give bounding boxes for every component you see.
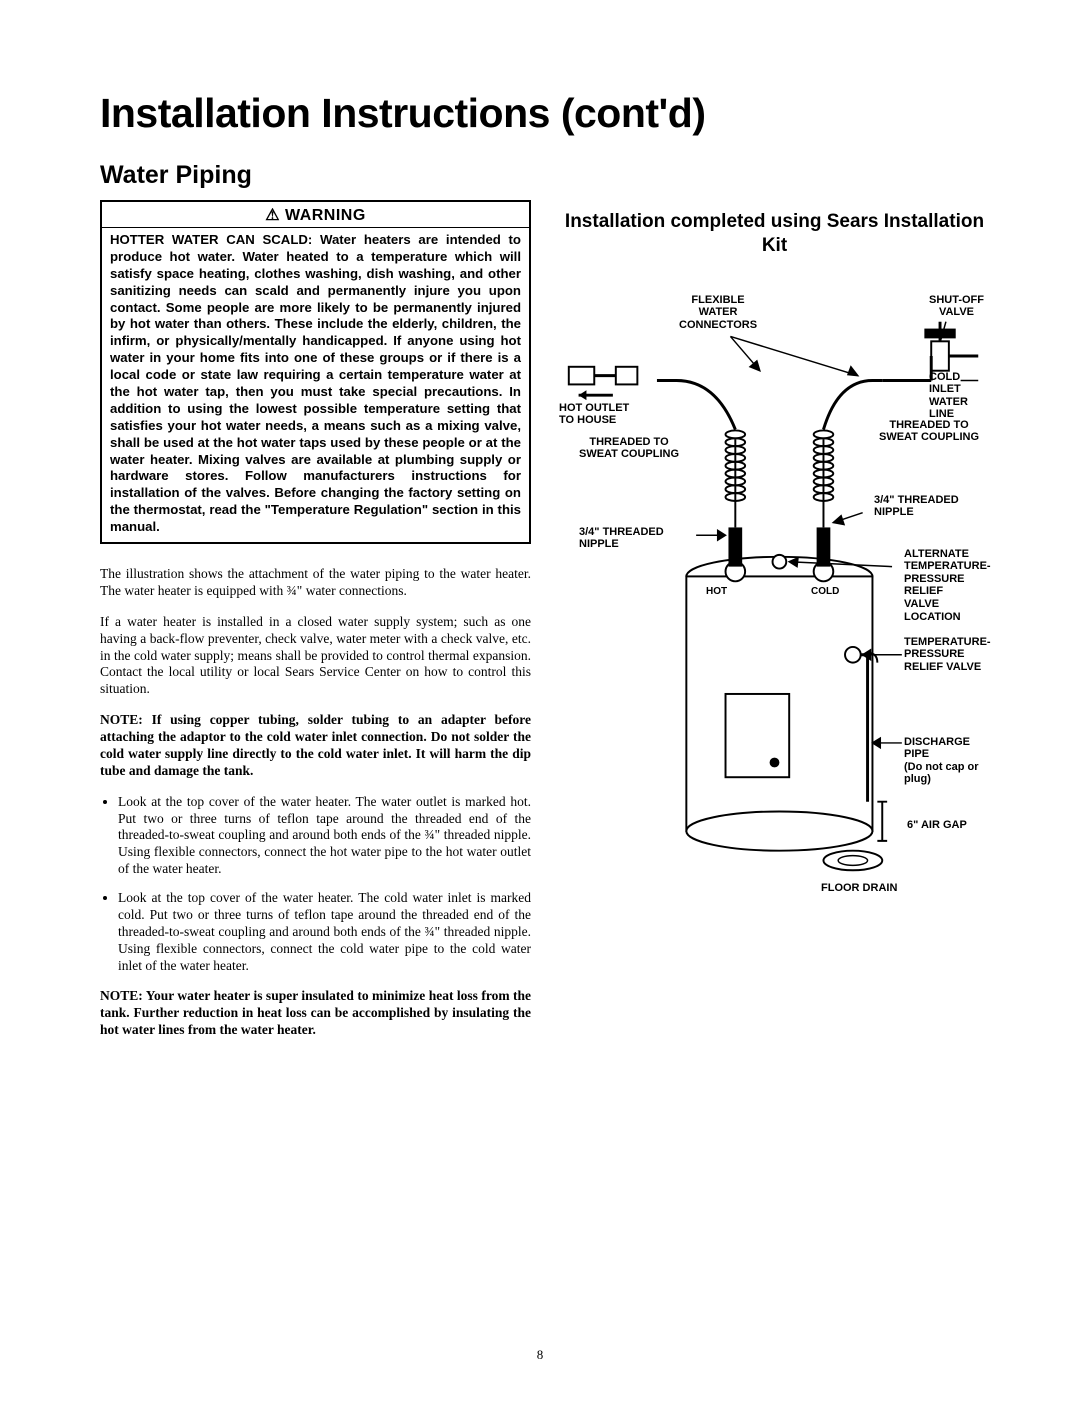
- label-threaded-sweat-right: THREADED TOSWEAT COUPLING: [879, 419, 979, 444]
- label-flexible-connectors: FLEXIBLEWATERCONNECTORS: [679, 294, 757, 332]
- label-hot-outlet: HOT OUTLETTO HOUSE: [559, 402, 629, 427]
- page-number: 8: [0, 1347, 1080, 1363]
- left-column: ⚠ WARNING HOTTER WATER CAN SCALD: Water …: [100, 200, 531, 1053]
- label-shutoff-valve: SHUT-OFFVALVE: [929, 294, 984, 319]
- right-column-title: Installation completed using Sears Insta…: [559, 210, 990, 258]
- note-2-lead: NOTE:: [100, 988, 146, 1003]
- label-alt-tpr: ALTERNATETEMPERATURE-PRESSURE RELIEFVALV…: [904, 548, 991, 624]
- section-title: Water Piping: [100, 161, 990, 190]
- bullet-list: Look at the top cover of the water heate…: [100, 794, 531, 975]
- page-title: Installation Instructions (cont'd): [100, 90, 990, 137]
- note-1: NOTE: If using copper tubing, solder tub…: [100, 712, 531, 780]
- label-tpr-valve: TEMPERATURE-PRESSURERELIEF VALVE: [904, 636, 991, 674]
- warning-box: ⚠ WARNING HOTTER WATER CAN SCALD: Water …: [100, 200, 531, 544]
- label-discharge-pipe: DISCHARGE PIPE(Do not cap or plug): [904, 736, 990, 787]
- note-1-lead: NOTE:: [100, 712, 152, 727]
- installation-diagram: FLEXIBLEWATERCONNECTORS SHUT-OFFVALVE CO…: [559, 276, 990, 916]
- label-nipple-right: 3/4" THREADEDNIPPLE: [874, 494, 959, 519]
- label-threaded-sweat-left: THREADED TOSWEAT COUPLING: [579, 436, 679, 461]
- paragraph-1: The illustration shows the attachment of…: [100, 566, 531, 600]
- label-cold: COLD: [811, 586, 839, 598]
- note-2: NOTE: Your water heater is super insulat…: [100, 988, 531, 1039]
- label-floor-drain: FLOOR DRAIN: [821, 882, 897, 895]
- bullet-2: Look at the top cover of the water heate…: [118, 890, 531, 974]
- label-air-gap: 6" AIR GAP: [907, 819, 967, 832]
- note-1-body: If using copper tubing, solder tubing to…: [100, 712, 531, 778]
- warning-heading: ⚠ WARNING: [102, 202, 529, 228]
- paragraph-2: If a water heater is installed in a clos…: [100, 614, 531, 698]
- label-cold-inlet: COLD INLETWATER LINE: [929, 371, 990, 422]
- bullet-1: Look at the top cover of the water heate…: [118, 794, 531, 878]
- label-nipple-left: 3/4" THREADEDNIPPLE: [579, 526, 664, 551]
- note-2-body: Your water heater is super insulated to …: [100, 988, 531, 1037]
- right-column: Installation completed using Sears Insta…: [559, 200, 990, 1053]
- warning-body: HOTTER WATER CAN SCALD: Water heaters ar…: [102, 228, 529, 542]
- label-hot: HOT: [706, 586, 727, 598]
